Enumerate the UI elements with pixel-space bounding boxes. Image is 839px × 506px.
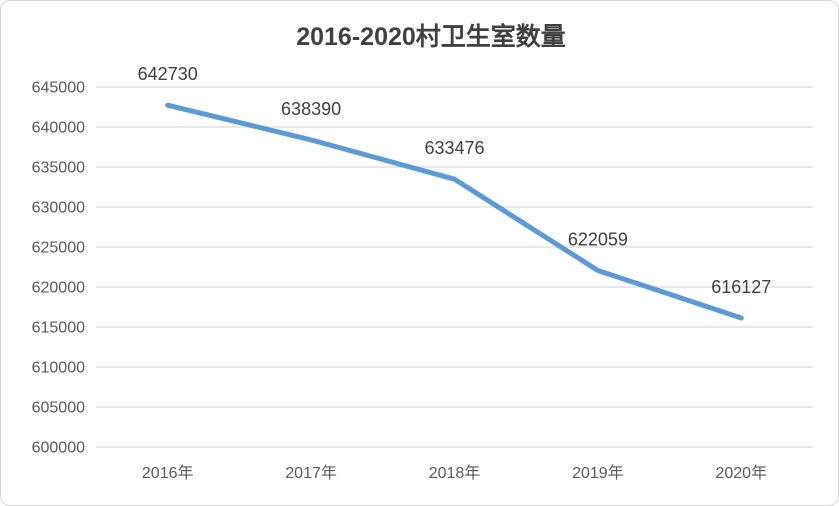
y-axis-tick-label: 610000 — [32, 360, 85, 377]
data-label: 616127 — [711, 277, 771, 297]
y-axis-tick-label: 620000 — [32, 280, 85, 297]
data-series — [165, 102, 744, 321]
data-label: 638390 — [281, 99, 341, 119]
x-axis-label: 2018年 — [429, 464, 481, 482]
y-axis-tick-label: 635000 — [32, 160, 85, 177]
x-axis-label: 2019年 — [572, 464, 624, 482]
chart-title: 2016-2020村卫生室数量 — [296, 22, 566, 51]
series-line — [165, 102, 744, 321]
data-label: 622059 — [568, 230, 628, 250]
y-axis-tick-label: 645000 — [32, 80, 85, 97]
y-axis-tick-label: 625000 — [32, 240, 85, 257]
x-axis-label: 2016年 — [142, 464, 194, 482]
data-label: 642730 — [138, 64, 198, 84]
x-axis-labels: 2016年 2017年 2018年 2019年 2020年 — [142, 464, 767, 482]
y-axis-tick-label: 605000 — [32, 400, 85, 417]
y-axis-tick-label: 600000 — [32, 440, 85, 457]
y-axis-tick-labels: 645000 640000 635000 630000 625000 620000 6150… — [32, 80, 85, 457]
data-label: 633476 — [424, 138, 484, 158]
data-labels: 642730 638390 633476 622059 616127 — [138, 64, 772, 297]
y-axis-tick-label: 640000 — [32, 120, 85, 137]
y-axis-tick-label: 615000 — [32, 320, 85, 337]
y-axis-tick-label: 630000 — [32, 200, 85, 217]
x-axis-label: 2020年 — [715, 464, 767, 482]
x-axis-label: 2017年 — [285, 464, 337, 482]
gridlines — [96, 86, 813, 448]
